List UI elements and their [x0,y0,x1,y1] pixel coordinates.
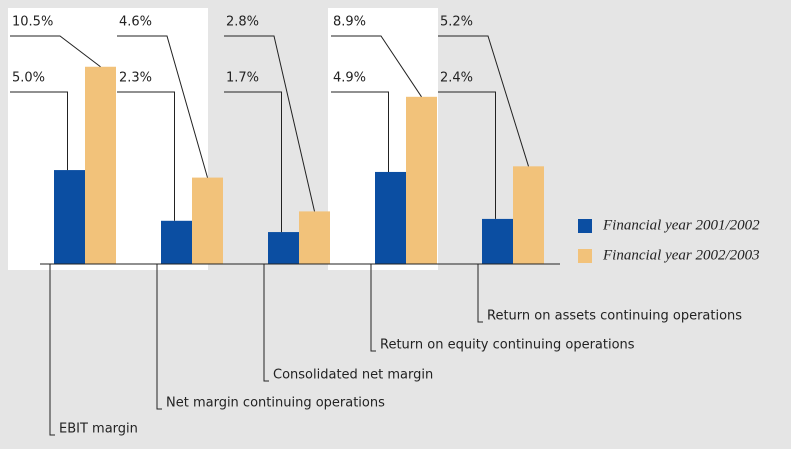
value-label: 10.5% [12,15,53,30]
leader-line [10,91,68,171]
bar [268,232,299,264]
legend-label: Financial year 2001/2002 [602,217,760,233]
value-label: 2.4% [440,71,473,86]
bar [299,211,330,264]
legend-swatch [578,249,592,263]
value-label: 4.9% [333,71,366,86]
leader-line [331,91,389,172]
value-label: 5.2% [440,15,473,30]
bar [54,170,85,264]
value-label: 2.3% [119,71,152,86]
bar [375,171,406,264]
legend-label: Financial year 2002/2003 [602,247,760,263]
bar [85,66,116,264]
bar [161,220,192,264]
category-label: Consolidated net margin [273,368,433,383]
value-label: 5.0% [12,71,45,86]
category-leader [49,264,55,436]
category-leader [370,264,376,352]
category-label: Return on assets continuing operations [487,309,742,324]
category-leader [263,264,269,382]
leader-line [331,35,422,98]
bar [513,166,544,264]
leader-line [224,91,282,233]
category-label: Return on equity continuing operations [380,338,635,353]
category-leader [156,264,162,410]
bar [482,218,513,264]
leader-line [10,35,101,68]
leader-line [224,35,315,212]
leader-line [438,35,529,167]
value-label: 2.8% [226,15,259,30]
bar [406,96,437,264]
value-label: 4.6% [119,15,152,30]
value-label: 1.7% [226,71,259,86]
value-label: 8.9% [333,15,366,30]
leader-line [438,91,496,219]
legend-swatch [578,219,592,233]
category-label: EBIT margin [59,422,138,437]
category-label: Net margin continuing operations [166,396,385,411]
category-leader [477,264,483,323]
bar [192,177,223,264]
leader-line [117,91,175,221]
leader-line [117,35,208,178]
